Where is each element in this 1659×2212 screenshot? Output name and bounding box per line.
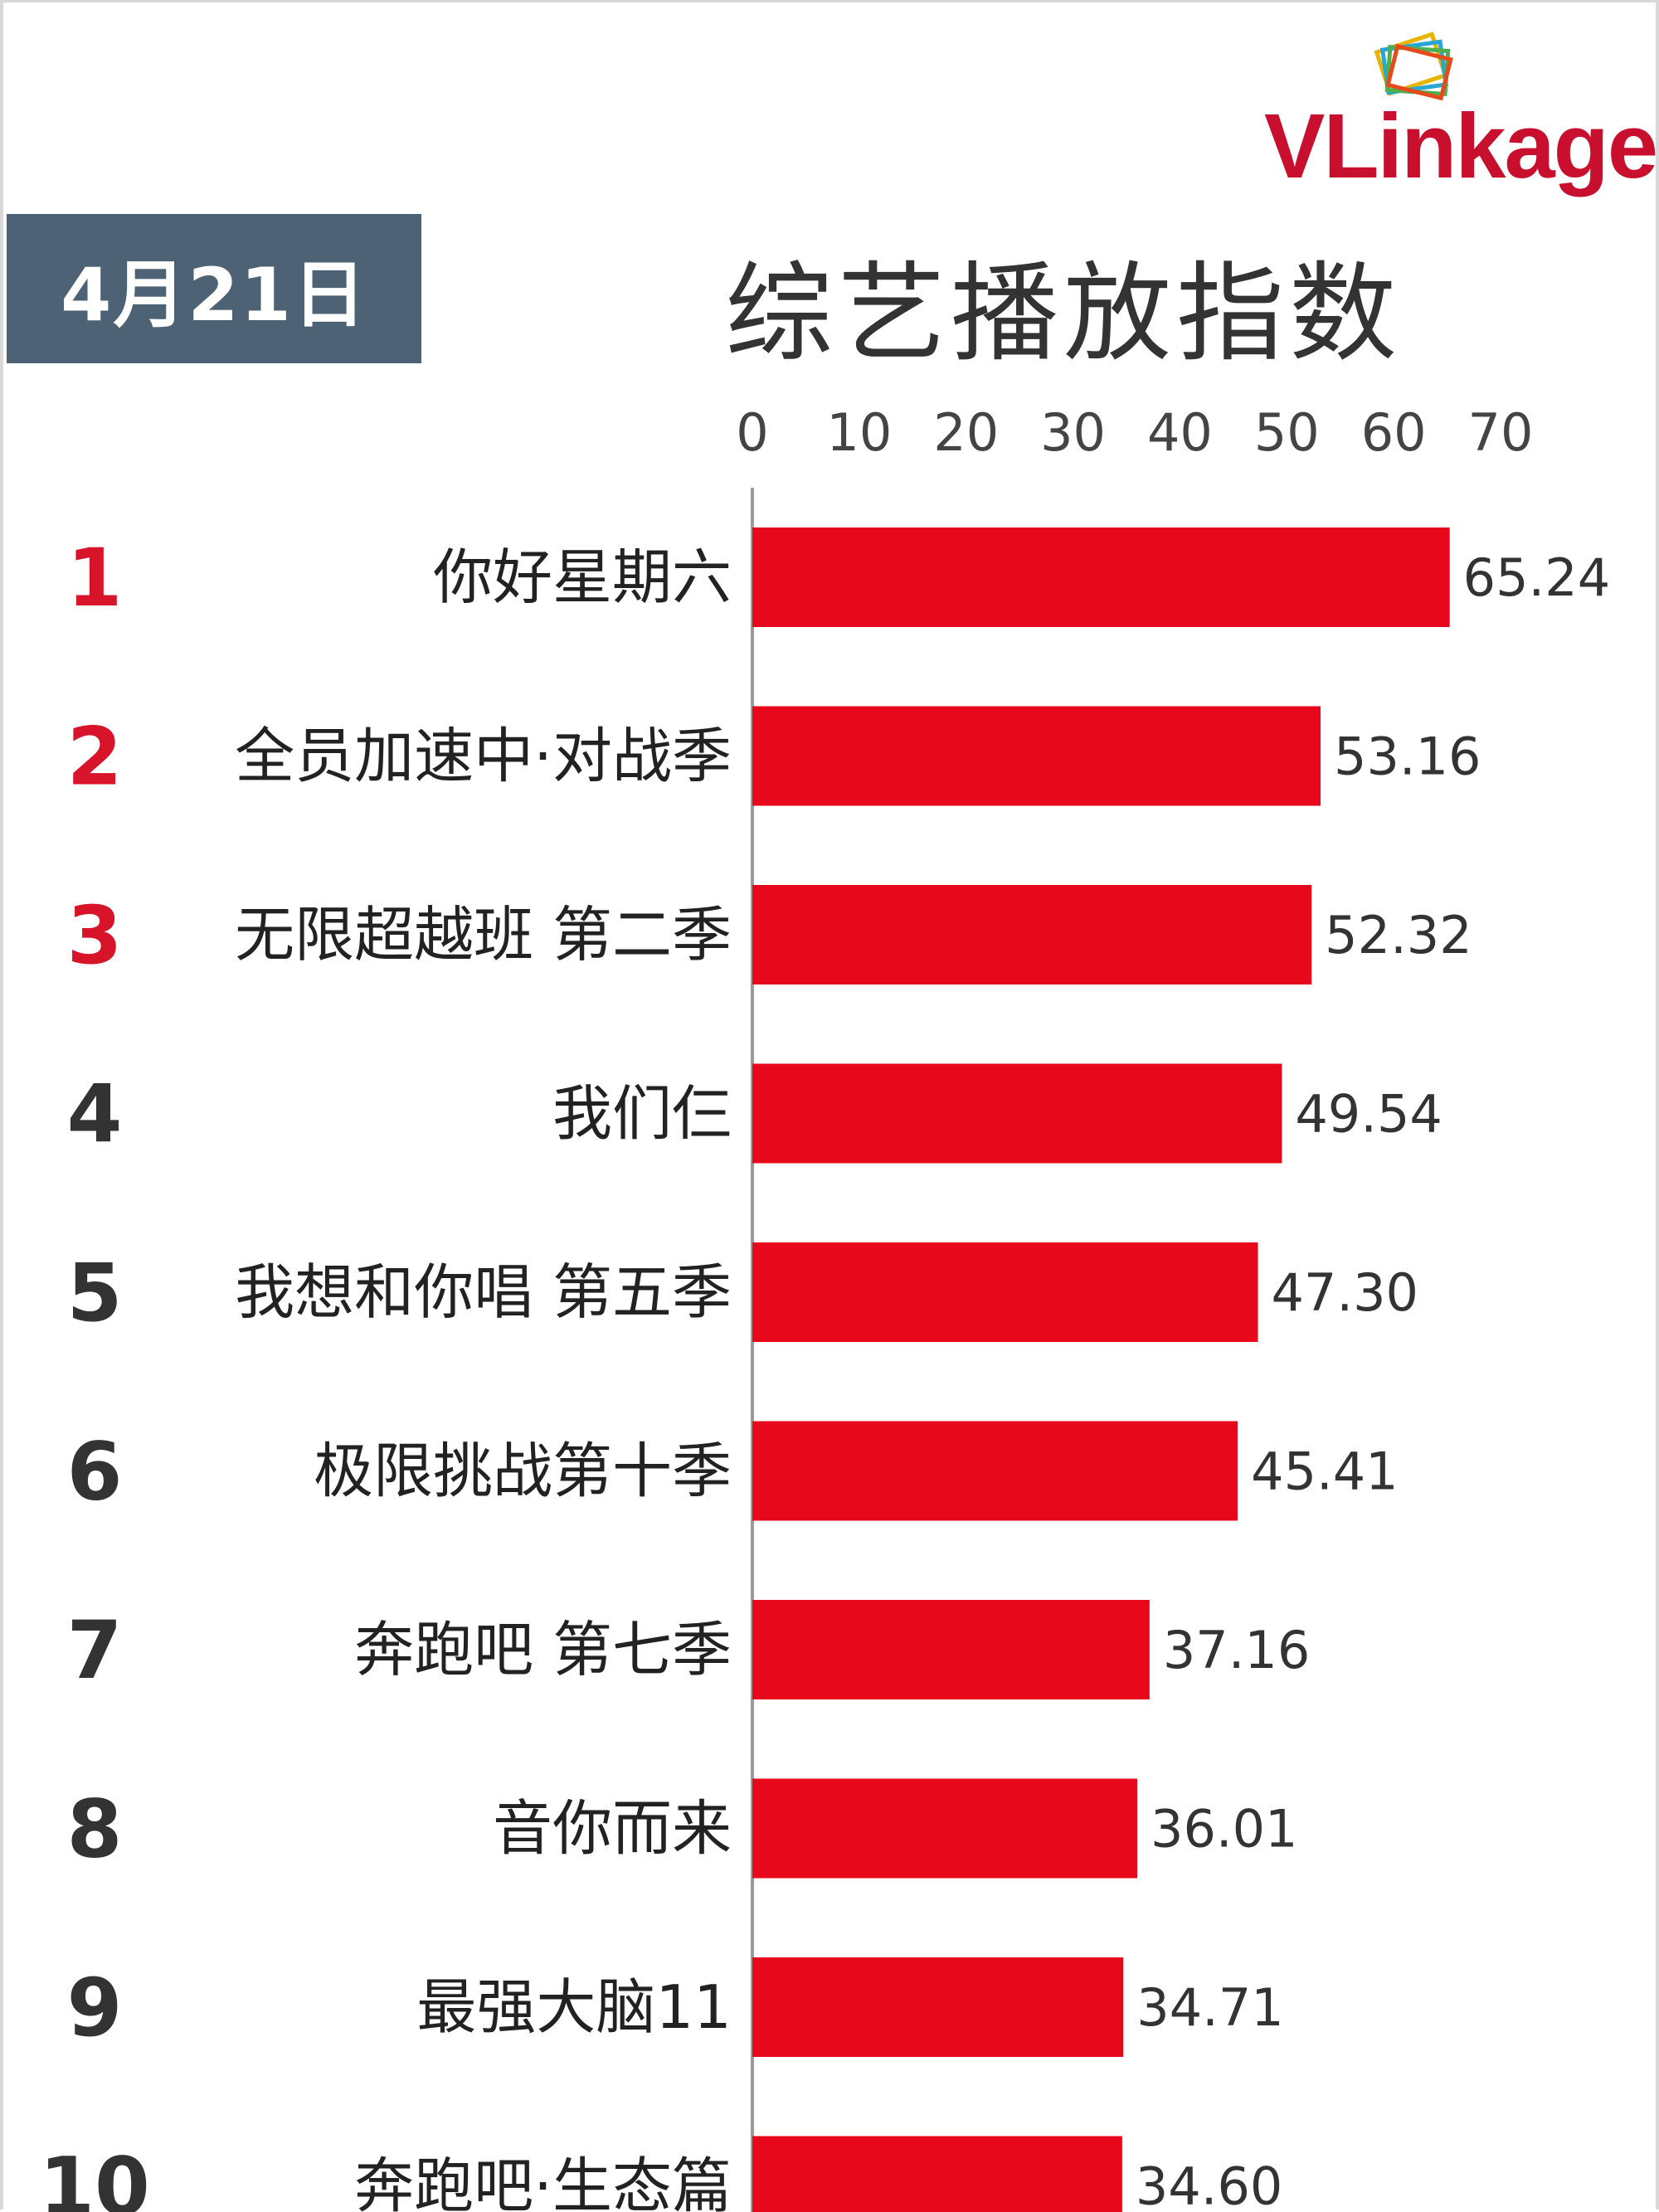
bar (752, 527, 1450, 627)
bar (752, 1957, 1123, 2057)
bar (752, 1779, 1137, 1879)
x-tick-label: 50 (1254, 402, 1320, 463)
show-name-label: 无限超越班 第二季 (235, 900, 732, 970)
bar-row: 10 奔跑吧·生态篇 34.60 (39, 2137, 1282, 2212)
bar-row: 9 最强大脑11 34.71 (67, 1957, 1284, 2057)
x-tick-label: 60 (1361, 402, 1427, 463)
x-tick-label: 20 (933, 402, 999, 463)
value-label: 45.41 (1251, 1441, 1399, 1502)
value-label: 53.16 (1334, 727, 1481, 787)
show-name-label: 全员加速中·对战季 (235, 722, 732, 791)
rank-number: 5 (67, 1247, 123, 1339)
bar-row: 6 极限挑战第十季 45.41 (67, 1422, 1399, 1521)
value-label: 47.30 (1271, 1262, 1418, 1323)
bar (752, 1242, 1258, 1342)
x-tick-label: 0 (736, 402, 768, 463)
value-label: 34.71 (1136, 1977, 1284, 2038)
x-tick-label: 40 (1147, 402, 1213, 463)
show-name-label: 你好星期六 (433, 542, 732, 612)
rank-number: 6 (67, 1426, 123, 1519)
bar (752, 1600, 1150, 1699)
bar-row: 8 音你而来 36.01 (67, 1779, 1298, 1879)
value-label: 36.01 (1151, 1799, 1298, 1860)
show-name-label: 我们仨 (552, 1079, 732, 1149)
show-name-label: 奔跑吧·生态篇 (354, 2151, 732, 2212)
bar-row: 4 我们仨 49.54 (67, 1064, 1443, 1164)
show-name-label: 我想和你唱 第五季 (235, 1257, 732, 1327)
bar-row: 2 全员加速中·对战季 53.16 (67, 707, 1481, 806)
rank-number: 3 (67, 889, 123, 982)
bar-row: 7 奔跑吧 第七季 37.16 (67, 1600, 1311, 1699)
bar-row: 3 无限超越班 第二季 52.32 (67, 885, 1472, 984)
rank-number: 4 (67, 1068, 123, 1161)
bar (752, 2137, 1122, 2212)
rank-number: 2 (67, 711, 123, 804)
rank-number: 9 (67, 1962, 123, 2054)
show-name-label: 最强大脑11 (416, 1972, 732, 2042)
rank-number: 7 (67, 1604, 123, 1697)
value-label: 65.24 (1463, 547, 1611, 608)
bar (752, 885, 1311, 984)
rank-number: 8 (67, 1783, 123, 1876)
show-name-label: 极限挑战第十季 (314, 1437, 732, 1506)
bar (752, 1064, 1282, 1164)
x-tick-label: 10 (826, 402, 892, 463)
value-label: 52.32 (1325, 905, 1472, 965)
bar (752, 707, 1321, 806)
bar (752, 1422, 1238, 1521)
rank-number: 10 (39, 2141, 150, 2212)
rank-number: 1 (67, 532, 123, 625)
bar-row: 1 你好星期六 65.24 (67, 527, 1611, 627)
x-tick-label: 70 (1468, 402, 1534, 463)
bar-chart: 0 10 20 30 40 50 60 70 1 你好星期六 65.24 2 全员加速中·对战季 53.… (3, 2, 1659, 2212)
bar-row: 5 我想和你唱 第五季 47.30 (67, 1242, 1418, 1342)
value-label: 34.60 (1136, 2156, 1283, 2212)
x-tick-label: 30 (1040, 402, 1106, 463)
value-label: 37.16 (1163, 1620, 1311, 1680)
value-label: 49.54 (1295, 1084, 1443, 1145)
show-name-label: 音你而来 (493, 1794, 732, 1864)
show-name-label: 奔跑吧 第七季 (354, 1615, 732, 1685)
